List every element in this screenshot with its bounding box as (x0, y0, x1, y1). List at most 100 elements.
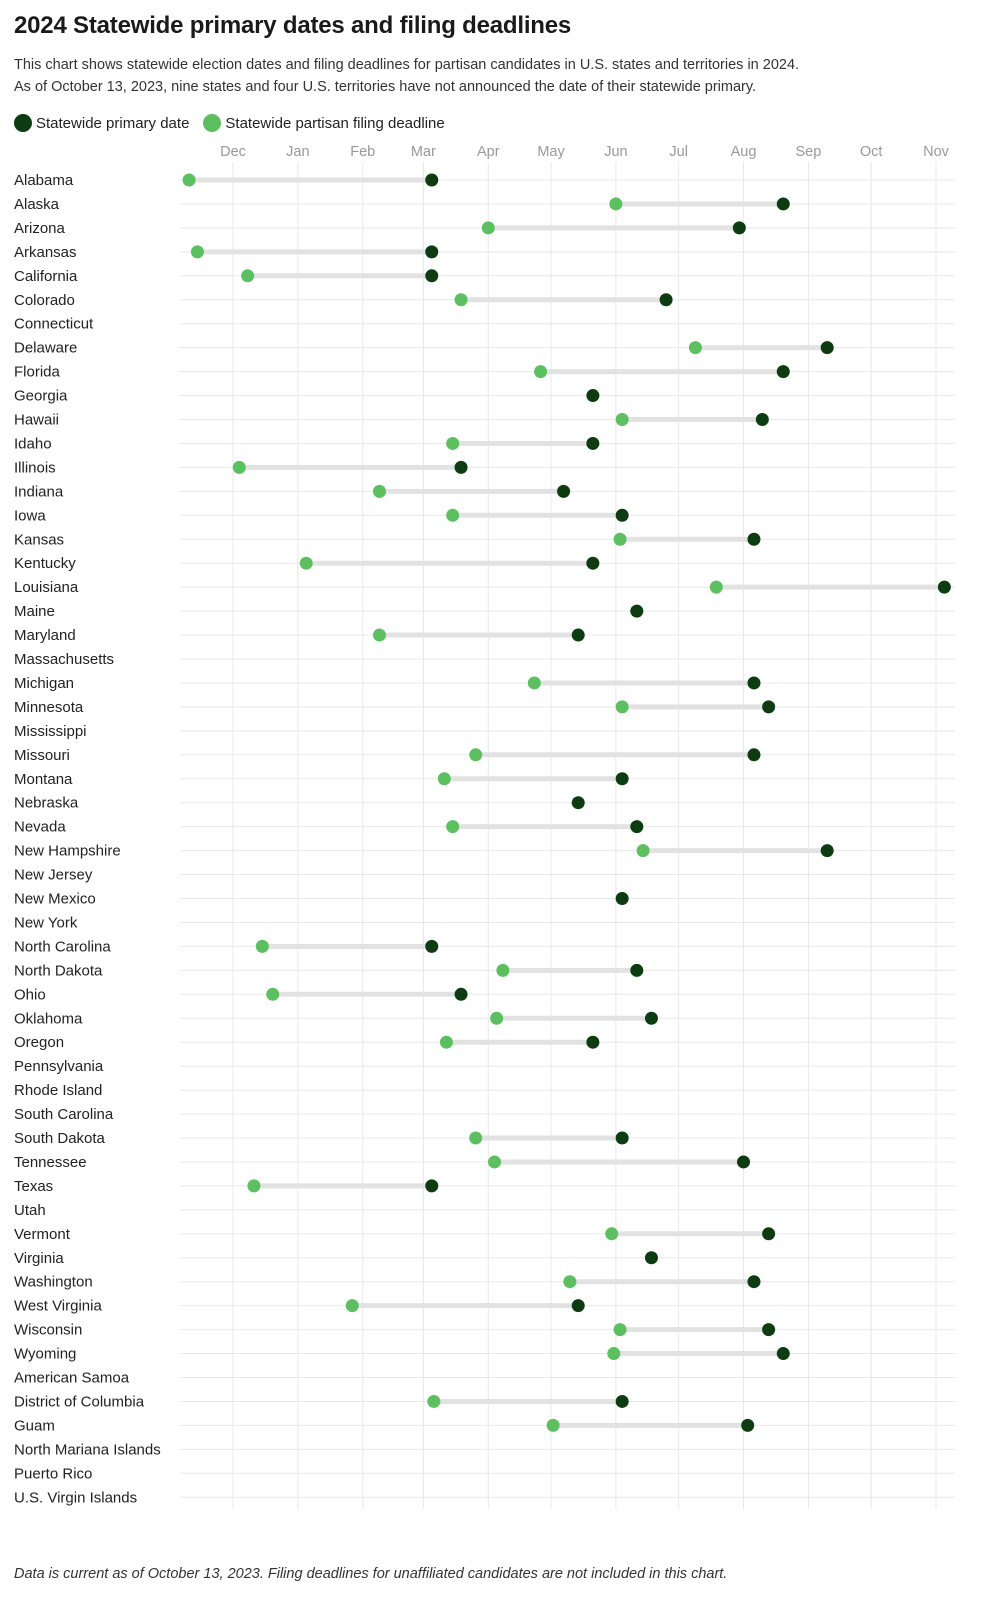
row-label: California (14, 268, 78, 285)
primary-date-point (425, 173, 439, 187)
primary-date-point (737, 1155, 751, 1169)
primary-date-point (571, 1299, 585, 1313)
row-label: Delaware (14, 340, 77, 357)
legend-swatch-primary (14, 114, 32, 132)
filing-deadline-point (232, 460, 246, 474)
primary-date-point (755, 413, 769, 426)
row-label: Florida (14, 364, 61, 381)
filing-deadline-point (688, 341, 702, 355)
row-label: Montana (14, 771, 73, 788)
row-label: South Carolina (14, 1106, 114, 1123)
filing-deadline-point (534, 365, 548, 379)
row-label: Missouri (14, 747, 70, 764)
filing-deadline-point (469, 1131, 483, 1145)
row-label: New Mexico (14, 891, 96, 908)
filing-deadline-point (488, 1155, 502, 1169)
row-label: Hawaii (14, 412, 59, 429)
primary-date-point (586, 1035, 600, 1049)
row-label: Arkansas (14, 244, 77, 261)
row-label: Guam (14, 1417, 55, 1434)
row-label: Pennsylvania (14, 1058, 104, 1075)
x-tick-label: Aug (731, 144, 757, 160)
primary-date-point (425, 1179, 439, 1193)
primary-date-point (776, 1347, 790, 1361)
primary-date-point (747, 676, 761, 690)
primary-date-point (644, 1251, 658, 1265)
row-label: Utah (14, 1202, 46, 1219)
filing-deadline-point (636, 844, 650, 858)
primary-date-point (659, 293, 673, 307)
filing-deadline-point (496, 963, 510, 977)
x-tick-label: Feb (350, 144, 375, 160)
row-label: Indiana (14, 483, 64, 500)
primary-date-point (454, 460, 468, 474)
row-label: Ohio (14, 986, 46, 1003)
filing-deadline-point (255, 939, 269, 953)
row-label: Arizona (14, 220, 66, 237)
row-label: Rhode Island (14, 1082, 102, 1099)
x-tick-label: Jan (286, 144, 309, 160)
primary-date-point (571, 796, 585, 810)
row-label: Virginia (14, 1250, 64, 1267)
x-tick-label: Jul (669, 144, 688, 160)
primary-date-point (615, 772, 629, 786)
chart-footnote: Data is current as of October 13, 2023. … (14, 1566, 728, 1582)
row-label: Washington (14, 1274, 93, 1291)
filing-deadline-point (454, 293, 468, 307)
primary-date-point (586, 556, 600, 570)
row-label: Texas (14, 1178, 53, 1195)
filing-deadline-point (615, 700, 629, 714)
x-tick-label: Oct (860, 144, 883, 160)
primary-date-point (776, 197, 790, 211)
x-tick-label: Dec (220, 144, 246, 160)
row-label: Idaho (14, 435, 52, 452)
row-label: New Hampshire (14, 843, 121, 860)
filing-deadline-point (427, 1394, 441, 1408)
row-label: Georgia (14, 388, 68, 405)
chart-title: 2024 Statewide primary dates and filing … (14, 12, 572, 39)
row-label: Maine (14, 603, 55, 620)
primary-date-point (586, 389, 600, 403)
row-label: American Samoa (14, 1370, 130, 1387)
filing-deadline-point (299, 556, 313, 570)
row-label: Nevada (14, 819, 66, 836)
row-label: Wisconsin (14, 1322, 82, 1339)
primary-date-point (630, 963, 644, 977)
filing-deadline-point (609, 197, 623, 211)
subtitle-line-2: As of October 13, 2023, nine states and … (14, 79, 757, 95)
row-label: Michigan (14, 675, 74, 692)
primary-date-point (557, 484, 571, 498)
row-label: Maryland (14, 627, 76, 644)
primary-date-point (776, 365, 790, 379)
row-label: Vermont (14, 1226, 71, 1243)
primary-date-point (820, 844, 834, 858)
x-tick-label: Apr (477, 144, 500, 160)
primary-date-point (820, 341, 834, 355)
row-label: Oregon (14, 1034, 64, 1051)
filing-deadline-point (563, 1275, 577, 1289)
row-label: New York (14, 914, 78, 931)
row-label: North Mariana Islands (14, 1441, 161, 1458)
filing-deadline-point (446, 508, 460, 522)
filing-deadline-point (437, 772, 451, 786)
filing-deadline-point (182, 173, 196, 187)
primary-date-point (762, 1227, 776, 1241)
primary-date-point (747, 532, 761, 546)
filing-deadline-point (372, 628, 386, 642)
legend-label-filing: Statewide partisan filing deadline (225, 114, 445, 132)
primary-date-point (615, 508, 629, 522)
subtitle-line-1: This chart shows statewide election date… (14, 57, 800, 73)
row-label: Oklahoma (14, 1010, 83, 1027)
row-label: Kansas (14, 531, 64, 548)
row-label: Nebraska (14, 795, 79, 812)
row-label: Connecticut (14, 316, 94, 333)
primary-date-point (615, 1131, 629, 1145)
filing-deadline-point (469, 748, 483, 762)
primary-date-point (630, 820, 644, 834)
primary-date-point (425, 939, 439, 953)
filing-deadline-point (615, 413, 629, 426)
filing-deadline-point (709, 580, 723, 594)
primary-date-point (454, 987, 468, 1001)
row-label: Iowa (14, 507, 46, 524)
row-label: New Jersey (14, 867, 93, 884)
